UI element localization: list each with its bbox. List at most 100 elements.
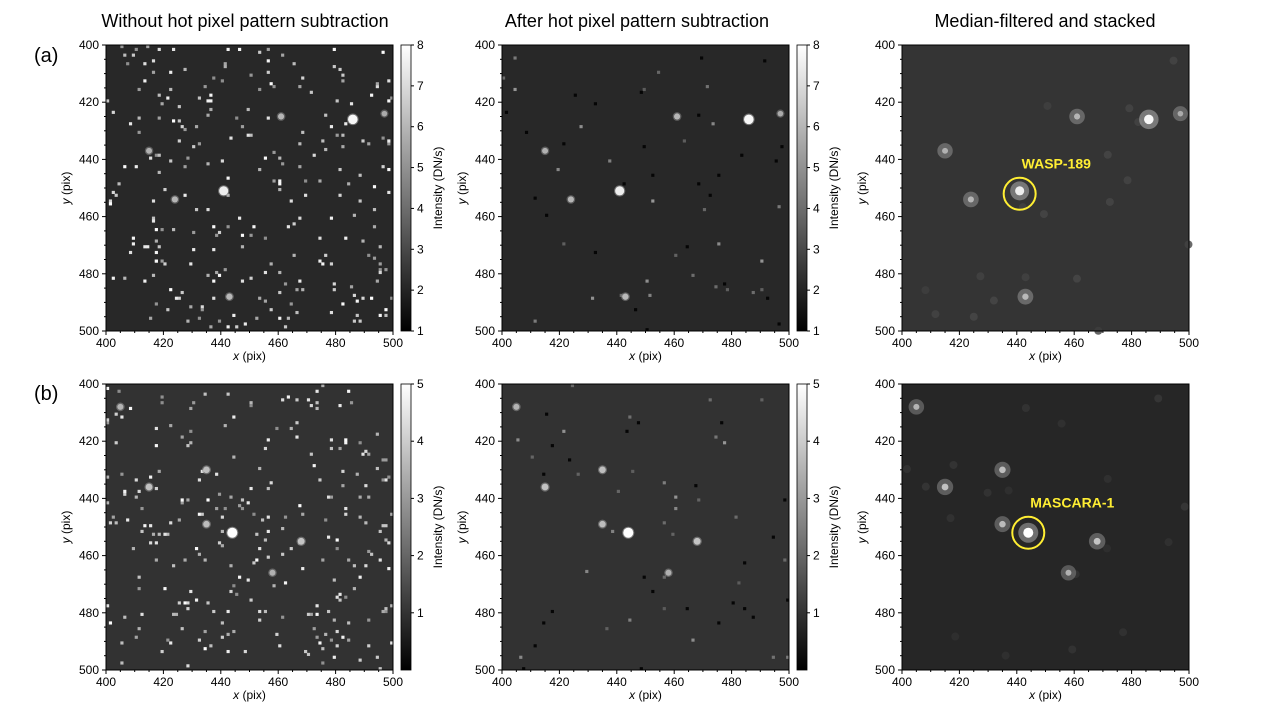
hot-pixel (197, 512, 201, 516)
star-core (541, 483, 549, 491)
hot-pixel (283, 325, 288, 329)
x-axis-var: x (1028, 349, 1036, 363)
hot-pixel (154, 239, 158, 243)
colorbar-tick-label: 4 (813, 434, 820, 448)
hot-pixel (220, 635, 224, 639)
hot-pixel (235, 325, 239, 329)
hot-pixel (321, 661, 325, 665)
hot-pixel (384, 524, 388, 528)
hot-pixel (272, 179, 276, 183)
hot-pixel (154, 250, 158, 255)
hot-pixel (301, 512, 305, 516)
star-core (513, 403, 520, 410)
x-tick-label: 440 (1007, 675, 1027, 689)
star-core (665, 569, 672, 576)
faint-source (969, 312, 978, 321)
hot-pixel (662, 575, 666, 579)
hot-pixel (685, 607, 689, 611)
hot-pixel (783, 498, 787, 502)
hot-pixel (292, 222, 296, 226)
hot-pixel (381, 458, 385, 462)
star-core (542, 147, 549, 154)
hot-pixel (151, 70, 156, 74)
y-tick-label: 500 (475, 324, 495, 338)
star-core (227, 527, 238, 538)
star-core (999, 520, 1006, 528)
hot-pixel (335, 538, 339, 542)
hot-pixel (229, 495, 233, 499)
y-axis-label: y (pix) (59, 172, 73, 206)
hot-pixel (387, 139, 391, 143)
hot-pixel (545, 213, 549, 217)
hot-pixel (215, 270, 219, 275)
hot-pixel (766, 296, 770, 300)
hot-pixel (197, 638, 201, 642)
hot-pixel (335, 547, 339, 551)
hot-pixel (120, 472, 124, 476)
hot-pixel (215, 472, 219, 476)
faint-source (976, 272, 985, 281)
hot-pixel (542, 472, 546, 476)
faint-source (1169, 56, 1178, 65)
hot-pixel (186, 156, 190, 160)
hot-pixel (238, 504, 242, 508)
hot-pixel (295, 288, 299, 292)
x-axis-unit: (pix) (635, 349, 662, 363)
hot-pixel (697, 182, 701, 186)
y-tick-label: 480 (79, 267, 99, 281)
y-axis-unit: (pix) (455, 172, 469, 199)
hot-pixel (545, 412, 549, 416)
hot-pixel (329, 638, 334, 642)
hot-pixel (780, 145, 784, 149)
hot-pixel (106, 475, 110, 479)
hot-pixel (533, 196, 537, 200)
hot-pixel (318, 259, 322, 263)
y-tick-label: 480 (475, 267, 495, 281)
x-tick-label: 480 (722, 675, 742, 689)
row-label-a: (a) (34, 45, 59, 67)
hot-pixel (220, 515, 224, 519)
y-axis-label: y (pix) (855, 172, 869, 206)
star-core (1093, 537, 1101, 545)
faint-source (1057, 419, 1066, 428)
hot-pixel (318, 179, 322, 183)
hot-pixel (651, 199, 655, 203)
hot-pixel (318, 478, 322, 482)
colorbar-tick-label: 2 (813, 283, 820, 297)
hot-pixel (194, 125, 199, 129)
hot-pixel (763, 59, 767, 63)
hot-pixel (329, 495, 334, 499)
hot-pixel (370, 296, 374, 300)
x-axis-unit: (pix) (1035, 349, 1062, 363)
y-tick-label: 500 (79, 324, 99, 338)
hot-pixel (674, 495, 678, 499)
star-core (145, 483, 153, 491)
hot-pixel (714, 435, 718, 439)
hot-pixel (128, 250, 133, 255)
hot-pixel (123, 165, 127, 169)
x-tick-label: 480 (326, 675, 346, 689)
x-tick-label: 460 (268, 675, 288, 689)
hot-pixel (332, 288, 336, 292)
hot-pixel (223, 268, 227, 272)
colorbar-tick-label: 7 (813, 79, 820, 93)
hot-pixel (194, 547, 199, 551)
hot-pixel (743, 607, 747, 611)
star-core (967, 196, 974, 203)
hot-pixel (318, 236, 322, 240)
star-core (693, 537, 701, 545)
hot-pixel (590, 296, 595, 300)
faint-source (1103, 544, 1112, 553)
colorbar-tick-label: 1 (813, 606, 820, 620)
column-title-subtracted: After hot pixel pattern subtraction (504, 11, 770, 31)
faint-source (949, 460, 958, 469)
colorbar-tick-label: 3 (417, 242, 424, 256)
hot-pixel (639, 667, 643, 671)
hot-pixel (760, 259, 764, 263)
hot-pixel (387, 541, 391, 545)
star-core (297, 537, 305, 545)
hot-pixel (217, 273, 222, 277)
hot-pixel (318, 641, 322, 645)
hot-pixel (384, 607, 388, 611)
hot-pixel (648, 293, 652, 297)
